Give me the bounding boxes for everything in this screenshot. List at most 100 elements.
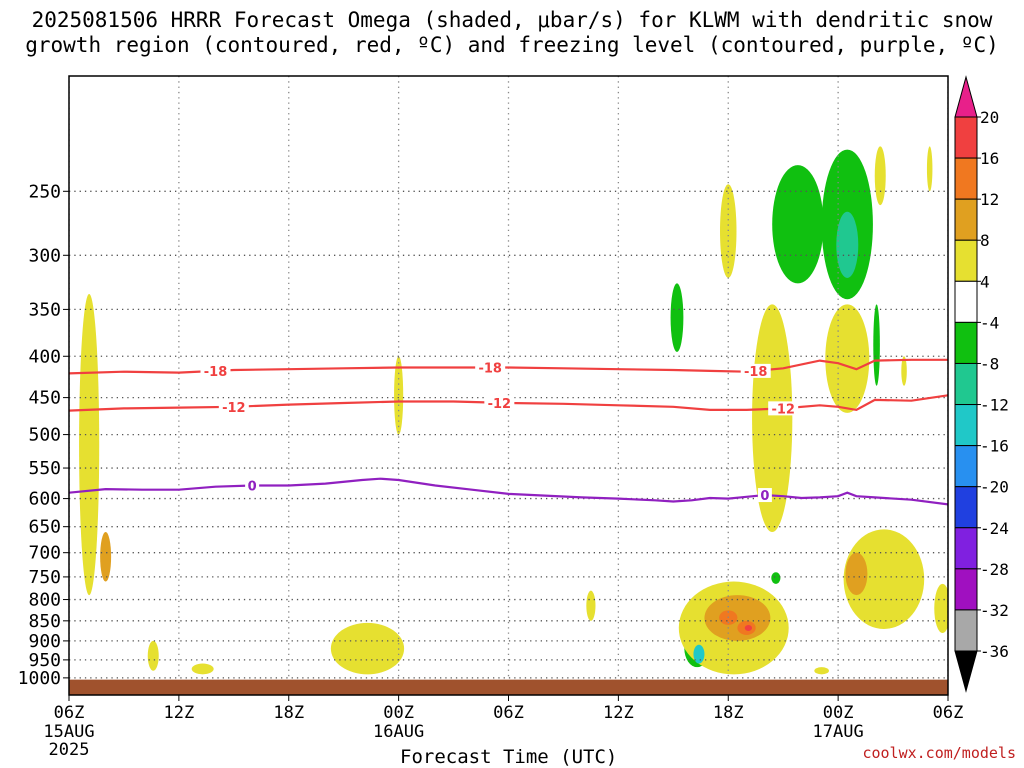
y-tick-label: 1000 xyxy=(18,668,61,689)
colorbar-label: 20 xyxy=(980,108,999,127)
contour-label-bg xyxy=(757,488,772,503)
y-tick-label: 600 xyxy=(28,489,61,510)
omega-region-17 xyxy=(843,529,925,629)
x-date-label: 2025 xyxy=(49,740,90,760)
x-tick-label: 12Z xyxy=(164,703,195,723)
omega-region-29 xyxy=(744,624,753,632)
omega-region-3 xyxy=(330,622,405,675)
colorbar-bin xyxy=(954,362,978,406)
contour-label-bg xyxy=(484,395,515,410)
omega-region-26 xyxy=(693,644,705,664)
colorbar-label: -16 xyxy=(980,437,1009,456)
y-tick-label: 650 xyxy=(28,517,61,538)
omega-region-16 xyxy=(873,304,880,386)
colorbar-bin xyxy=(954,280,978,323)
colorbar-label: -36 xyxy=(980,642,1009,661)
y-tick-label: 700 xyxy=(28,543,61,564)
colorbar-bin xyxy=(954,568,978,611)
y-tick-label: 250 xyxy=(28,181,61,202)
omega-region-1 xyxy=(147,640,159,671)
colorbar-bin xyxy=(954,198,978,241)
omega-region-9 xyxy=(720,184,737,278)
contour-label-bg xyxy=(768,401,799,416)
y-tick-label: 750 xyxy=(28,567,61,588)
contour-label--18: -18 xyxy=(478,361,502,376)
colorbar-label: -4 xyxy=(980,313,999,332)
colorbar-label: -28 xyxy=(980,560,1009,579)
y-tick-label: 950 xyxy=(28,650,61,671)
colorbar-bin xyxy=(954,321,978,364)
colorbar-bin xyxy=(954,527,978,570)
x-tick-label: 06Z xyxy=(933,703,964,723)
omega-region-5 xyxy=(586,590,596,621)
contour-label-bg xyxy=(245,478,260,493)
colorbar-label: -24 xyxy=(980,519,1009,538)
y-tick-label: 300 xyxy=(28,245,61,266)
y-tick-label: 400 xyxy=(28,346,61,367)
source-credit: coolwx.com/models xyxy=(862,744,1016,762)
x-tick-label: 18Z xyxy=(273,703,304,723)
omega-region-23 xyxy=(704,595,771,641)
x-tick-label: 12Z xyxy=(603,703,634,723)
contour-line--12 xyxy=(69,394,948,412)
x-tick-label: 06Z xyxy=(493,703,524,723)
x-date-label: 17AUG xyxy=(813,722,864,742)
omega-region-20 xyxy=(926,146,933,192)
x-tick-label: 00Z xyxy=(823,703,854,723)
plot-border xyxy=(68,75,949,696)
y-tick-label: 850 xyxy=(28,611,61,632)
omega-region-11 xyxy=(771,572,781,584)
contour-label-bg xyxy=(740,363,771,378)
omega-region-2 xyxy=(191,663,214,675)
colorbar-label: 12 xyxy=(980,190,999,209)
contour-label--12: -12 xyxy=(222,401,246,416)
plot-area: -18 -18 -18 -12 -12 -12 0 0 xyxy=(69,76,948,695)
surface-terrain xyxy=(69,679,948,695)
y-tick-label: 450 xyxy=(28,388,61,409)
contour-label-bg xyxy=(200,363,231,378)
colorbar-bin xyxy=(954,609,978,652)
colorbar-label: -12 xyxy=(980,396,1009,415)
omega-region-15 xyxy=(874,146,886,206)
chart-title-line-2: growth region (contoured, red, ºC) and f… xyxy=(25,33,999,57)
colorbar-bin xyxy=(954,404,978,447)
contour-label-0: 0 xyxy=(760,489,769,504)
colorbar-top-triangle xyxy=(954,75,978,118)
contour-label--18: -18 xyxy=(744,365,768,380)
omega-region-13 xyxy=(825,304,870,413)
y-tick-label: 500 xyxy=(28,425,61,446)
contour-line--18 xyxy=(69,358,948,375)
contour-label-bg xyxy=(475,360,506,375)
contour-label--12: -12 xyxy=(488,397,512,412)
y-tick-label: 550 xyxy=(28,458,61,479)
chart-title-line-1: 2025081506 HRRR Forecast Omega (shaded, … xyxy=(31,8,993,32)
colorbar-bin xyxy=(954,116,978,159)
colorbar-bin xyxy=(954,445,978,488)
omega-region-25 xyxy=(845,552,868,596)
x-date-label: 16AUG xyxy=(373,722,424,742)
y-tick-label: 800 xyxy=(28,590,61,611)
x-tick-label: 06Z xyxy=(54,703,85,723)
y-tick-label: 900 xyxy=(28,631,61,652)
omega-region-18 xyxy=(901,356,907,386)
colorbar-bin xyxy=(954,486,978,529)
contour-label-0: 0 xyxy=(248,479,257,494)
omega-region-22 xyxy=(100,532,112,582)
contour-label--12: -12 xyxy=(771,402,795,417)
x-tick-label: 18Z xyxy=(713,703,744,723)
colorbar-label: 8 xyxy=(980,231,990,250)
omega-region-12 xyxy=(772,165,824,284)
contour-label-bg xyxy=(218,399,249,414)
omega-region-24 xyxy=(836,211,859,278)
x-date-label: 15AUG xyxy=(43,722,94,742)
colorbar-label: -20 xyxy=(980,478,1009,497)
x-axis-label: Forecast Time (UTC) xyxy=(400,746,618,768)
contour-line-0 xyxy=(69,477,948,506)
colorbar-label: 4 xyxy=(980,272,990,291)
omega-region-4 xyxy=(394,356,404,435)
omega-region-10 xyxy=(752,304,793,533)
omega-region-21 xyxy=(814,667,829,675)
colorbar-label: -8 xyxy=(980,354,999,373)
colorbar-bin xyxy=(954,157,978,200)
